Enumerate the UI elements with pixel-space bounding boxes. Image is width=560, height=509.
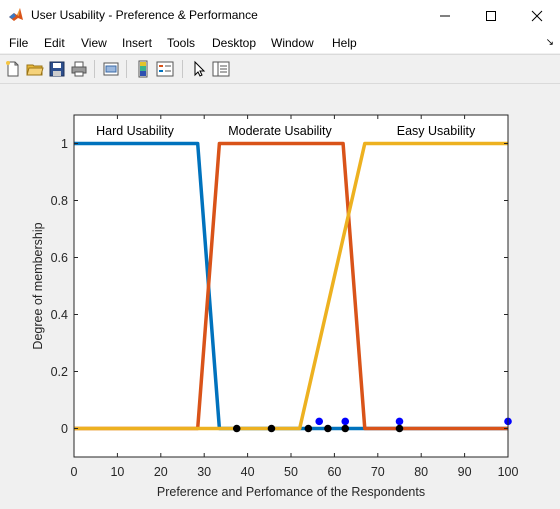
data-point-blue	[341, 417, 350, 426]
figure-toolbar	[0, 54, 560, 84]
x-tick-label: 20	[154, 465, 168, 479]
legend-icon[interactable]	[156, 60, 174, 78]
x-tick-label: 60	[327, 465, 341, 479]
maximize-icon	[486, 10, 496, 21]
tick-layer: 0 10 20 30 40 50 60 70 80 90 100 0 0.2 0.4 0.6 0.8 1	[51, 115, 519, 479]
x-tick-label: 40	[241, 465, 255, 479]
matlab-logo-icon	[9, 8, 23, 21]
dock-arrow-icon[interactable]: ↘	[545, 37, 554, 48]
marker-layer	[232, 417, 512, 433]
x-tick-label: 100	[498, 465, 519, 479]
toolbar-separator	[94, 60, 95, 78]
menu-window[interactable]: Window	[271, 36, 314, 50]
close-icon	[531, 10, 543, 21]
membership-chart[interactable]: 0 10 20 30 40 50 60 70 80 90 100 0 0.2 0.4 0.6 0.8 1 Har…	[0, 84, 560, 504]
y-tick-label: 1	[61, 137, 68, 151]
data-point-black	[324, 424, 332, 433]
data-point-black	[267, 424, 276, 433]
y-tick-label: 0.2	[51, 365, 68, 379]
colorbar-icon[interactable]	[134, 60, 152, 78]
y-tick-label: 0.6	[51, 251, 68, 265]
y-tick-label: 0.4	[51, 308, 68, 322]
y-tick-label: 0	[61, 422, 68, 436]
maximize-button[interactable]	[468, 0, 514, 31]
menu-bar: File Edit View Insert Tools Desktop Wind…	[0, 31, 560, 53]
axes-background	[74, 115, 508, 457]
menu-tools[interactable]: Tools	[167, 36, 196, 50]
title-bar: User Usability - Preference & Performanc…	[0, 0, 560, 31]
menu-view[interactable]: View	[81, 36, 107, 50]
x-tick-label: 80	[414, 465, 428, 479]
new-figure-icon[interactable]	[4, 60, 22, 78]
data-point-black	[232, 424, 241, 433]
save-icon[interactable]	[48, 60, 66, 78]
toolbar-separator	[182, 60, 183, 78]
open-file-icon[interactable]	[26, 60, 44, 78]
menu-desktop[interactable]: Desktop	[212, 36, 257, 50]
data-point-blue	[395, 417, 404, 426]
close-button[interactable]	[514, 0, 560, 31]
series-label-hard-usability: Hard Usability	[96, 124, 175, 138]
data-point-black	[341, 424, 350, 433]
data-point-blue	[315, 417, 324, 426]
print-preview-icon[interactable]	[102, 60, 120, 78]
x-tick-label: 10	[110, 465, 124, 479]
print-icon[interactable]	[70, 60, 88, 78]
minimize-button[interactable]	[422, 0, 468, 31]
x-tick-label: 90	[458, 465, 472, 479]
series-label-easy-usability: Easy Usability	[397, 124, 476, 138]
property-editor-icon[interactable]	[212, 60, 230, 78]
y-axis-label: Degree of membership	[31, 222, 45, 349]
pointer-icon[interactable]	[190, 60, 208, 78]
data-point-black	[395, 424, 404, 433]
menu-file[interactable]: File	[9, 36, 29, 50]
window-title: User Usability - Preference & Performanc…	[31, 8, 258, 22]
menu-edit[interactable]: Edit	[44, 36, 65, 50]
menu-help[interactable]: Help	[332, 36, 357, 50]
minimize-icon	[440, 15, 450, 16]
series-layer	[74, 141, 508, 431]
x-tick-label: 30	[197, 465, 211, 479]
toolbar-separator	[126, 60, 127, 78]
x-tick-label: 0	[71, 465, 78, 479]
series-label-moderate-usability: Moderate Usability	[228, 124, 332, 138]
x-tick-label: 50	[284, 465, 298, 479]
series-line-3	[74, 141, 508, 431]
x-axis-label: Preference and Perfomance of the Respond…	[157, 485, 425, 499]
x-tick-label: 70	[371, 465, 385, 479]
figure-canvas: 0 10 20 30 40 50 60 70 80 90 100 0 0.2 0.4 0.6 0.8 1 Har…	[0, 84, 560, 504]
menu-insert[interactable]: Insert	[122, 36, 153, 50]
y-tick-label: 0.8	[51, 194, 68, 208]
data-point-black	[304, 424, 313, 433]
